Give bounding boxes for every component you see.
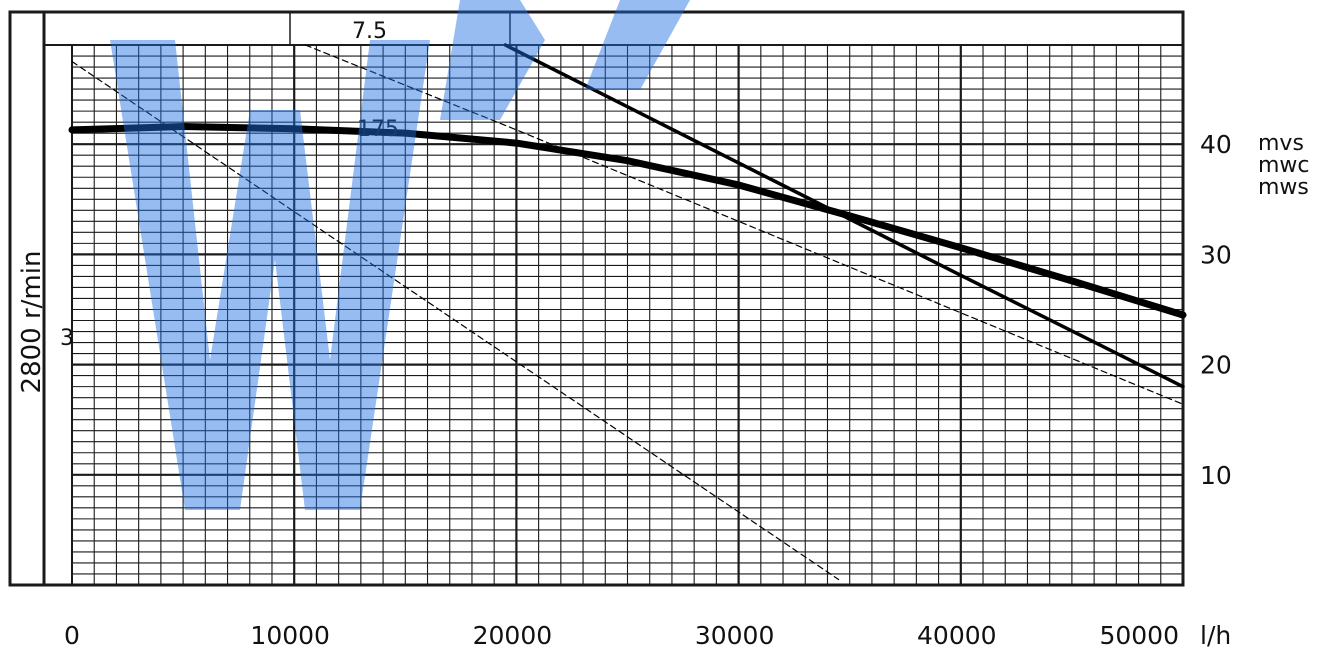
speed-label: 2800 r/min: [17, 251, 47, 394]
series-line-4: [304, 44, 1184, 405]
watermark-shape: [110, 40, 430, 510]
series-line-3: [71, 60, 840, 581]
watermark: [110, 0, 690, 510]
y-tick-label: 20: [1200, 351, 1232, 380]
x-tick-label: 0: [64, 621, 80, 649]
curve-label: 7.5: [352, 19, 387, 44]
y-tick-label: 30: [1200, 240, 1232, 269]
series-line-1: [68, 123, 1187, 319]
y-tick-label: 10: [1200, 461, 1232, 490]
x-tick-label: 50000: [1099, 621, 1179, 649]
x-tick-label: 20000: [473, 621, 553, 649]
chart-ticks: 0 10000 20000 30000 40000 50000 l/h 40 30 20 10 mvs…: [64, 130, 1309, 649]
y-unit-label: mwc: [1258, 153, 1310, 178]
curve-label: 175: [357, 117, 399, 142]
watermark-shape: [440, 0, 545, 120]
x-tick-label: 40000: [917, 621, 997, 649]
y-tick-label: 40: [1200, 130, 1232, 159]
chart-annotations: 7.5 175 3: [60, 19, 399, 351]
chart-series: [68, 43, 1187, 581]
chart-grid: [8, 10, 1185, 587]
y-unit-label: mvs: [1258, 131, 1304, 156]
x-tick-label: 30000: [695, 621, 775, 649]
x-unit-label: l/h: [1200, 621, 1231, 649]
series-line-2: [503, 43, 1185, 389]
curve-label: 3: [60, 326, 74, 351]
watermark-shape: [585, 0, 690, 90]
x-tick-label: 10000: [250, 621, 330, 649]
y-unit-label: mws: [1258, 175, 1309, 200]
